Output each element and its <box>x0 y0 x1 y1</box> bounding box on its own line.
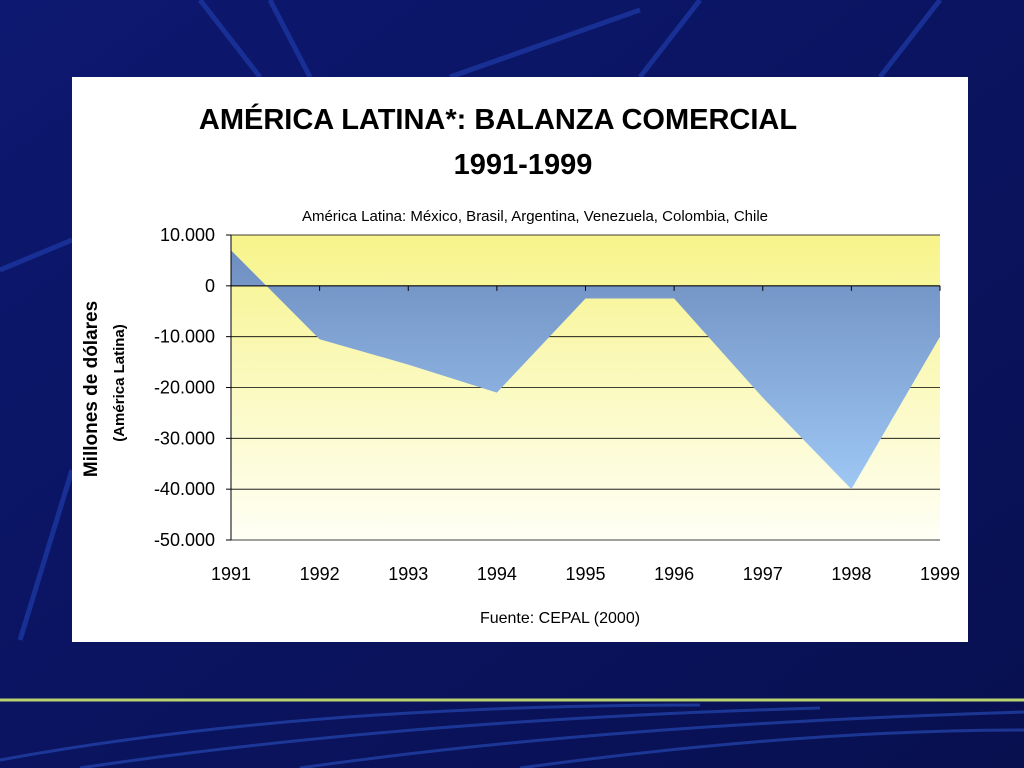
x-tick-label: 1995 <box>565 564 605 584</box>
chart-title-years: 1991-1999 <box>454 149 593 181</box>
y-tick-label: 0 <box>205 276 215 296</box>
background-streak <box>17 469 75 641</box>
x-tick-label: 1993 <box>388 564 428 584</box>
source-note: Fuente: CEPAL (2000) <box>480 610 640 627</box>
y-axis-sublabel: (América Latina) <box>111 324 128 442</box>
x-tick-label: 1997 <box>743 564 783 584</box>
background-streak <box>299 710 1024 768</box>
chart-panel: AMÉRICA LATINA*: BALANZA COMERCIAL 1991-… <box>72 77 968 642</box>
area-chart: AMÉRICA LATINA*: BALANZA COMERCIAL 1991-… <box>81 102 960 627</box>
x-tick-label: 1998 <box>831 564 871 584</box>
background-streak <box>198 0 262 79</box>
background-streak <box>79 706 821 768</box>
background-streak <box>878 0 942 79</box>
background-streak <box>638 0 702 79</box>
x-tick-label: 1992 <box>300 564 340 584</box>
y-tick-label: -50.000 <box>154 530 215 550</box>
background-streak <box>267 0 313 79</box>
series-area <box>231 250 940 490</box>
x-tick-label: 1999 <box>920 564 960 584</box>
y-tick-label: -10.000 <box>154 327 215 347</box>
background-streak <box>519 728 1024 768</box>
y-tick-label: -40.000 <box>154 479 215 499</box>
background-streak <box>0 703 701 762</box>
background-streak <box>0 237 73 273</box>
y-tick-label: -20.000 <box>154 378 215 398</box>
background-streak <box>449 7 641 80</box>
x-axis-ticks: 1991 1992 1993 1994 1995 1996 1997 1998 1999 <box>211 285 960 584</box>
x-tick-label: 1991 <box>211 564 251 584</box>
y-tick-label: 10.000 <box>160 225 215 245</box>
y-axis-label: Millones de dólares <box>81 301 102 477</box>
x-tick-label: 1996 <box>654 564 694 584</box>
chart-title: AMÉRICA LATINA*: BALANZA COMERCIAL <box>199 102 797 136</box>
chart-subtitle: América Latina: México, Brasil, Argentin… <box>302 208 768 225</box>
y-axis-ticks: 10.000 0 -10.000 -20.000 -30.000 -40.000 -50.0… <box>154 225 231 550</box>
x-tick-label: 1994 <box>477 564 517 584</box>
y-tick-label: -30.000 <box>154 428 215 448</box>
